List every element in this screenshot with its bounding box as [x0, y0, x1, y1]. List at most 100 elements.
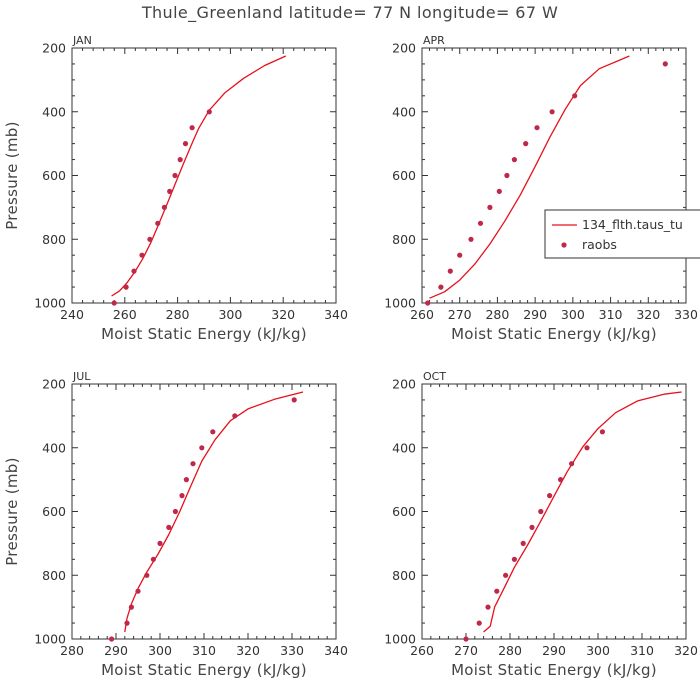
x-tick-label: 330: [674, 307, 698, 322]
x-tick-label: 300: [586, 643, 610, 658]
raobs-point: [504, 172, 510, 179]
raobs-point: [468, 236, 474, 242]
raobs-point: [206, 109, 212, 115]
x-tick-label: 280: [498, 643, 522, 658]
legend-obs-label: raobs: [582, 237, 617, 252]
y-tick-label: 600: [392, 168, 416, 183]
raobs-point: [511, 556, 517, 562]
x-tick-label: 300: [148, 643, 172, 658]
y-tick-label: 800: [392, 568, 416, 583]
y-tick-label: 200: [392, 377, 416, 392]
x-tick-label: 300: [218, 307, 242, 322]
raobs-point: [210, 429, 216, 435]
raobs-point: [128, 604, 134, 610]
legend-obs-marker: [561, 242, 567, 248]
y-tick-label: 800: [392, 232, 416, 247]
y-tick-label: 800: [42, 232, 66, 247]
x-axis-label: Moist Static Energy (kJ/kg): [101, 325, 307, 343]
y-tick-label: 600: [392, 504, 416, 519]
raobs-point: [135, 588, 141, 594]
raobs-point: [291, 397, 297, 403]
raobs-point: [131, 268, 137, 274]
raobs-point: [584, 445, 590, 451]
series-line-model: [124, 391, 304, 633]
raobs-point: [463, 636, 469, 642]
raobs-point: [157, 540, 163, 547]
raobs-point: [167, 188, 173, 194]
raobs-point: [520, 540, 526, 547]
raobs-point: [447, 268, 453, 274]
panel-title: JUL: [72, 370, 91, 383]
series-line-model: [483, 391, 682, 633]
raobs-point: [182, 141, 189, 147]
y-tick-label: 600: [42, 504, 66, 519]
raobs-point: [503, 572, 509, 578]
x-tick-label: 320: [636, 307, 660, 322]
x-tick-label: 260: [113, 307, 137, 322]
panel-title: JAN: [72, 34, 92, 47]
raobs-point: [232, 413, 238, 419]
x-tick-label: 280: [166, 307, 190, 322]
raobs-point: [534, 125, 540, 131]
raobs-point: [477, 220, 484, 226]
raobs-point: [147, 236, 153, 242]
raobs-point: [523, 141, 529, 147]
x-tick-label: 290: [523, 307, 547, 322]
y-tick-label: 200: [42, 377, 66, 392]
x-tick-label: 270: [448, 307, 472, 322]
raobs-point: [123, 284, 129, 290]
raobs-point: [487, 204, 493, 210]
x-tick-label: 310: [599, 307, 623, 322]
raobs-point: [161, 204, 167, 210]
raobs-point: [166, 524, 172, 531]
x-tick-label: 290: [542, 643, 566, 658]
raobs-point: [496, 188, 502, 194]
panel-jan: JAN 240 260 280 300 320 340 200 400 600 800 1000 Moi…: [3, 34, 348, 343]
raobs-point: [558, 477, 564, 483]
legend-model-label: 134_flth.taus_tu: [582, 217, 683, 232]
x-tick-label: 320: [674, 643, 698, 658]
y-tick-label: 400: [392, 440, 416, 455]
y-tick-label: 1000: [34, 296, 66, 311]
raobs-point: [494, 588, 500, 594]
x-tick-label: 340: [324, 307, 348, 322]
panel-title: OCT: [423, 370, 446, 383]
y-tick-label: 600: [42, 168, 66, 183]
raobs-point: [155, 220, 161, 226]
raobs-point: [183, 477, 189, 483]
y-tick-label: 400: [392, 104, 416, 119]
panel-jul: JUL 280 290 300 310 320 330 340 200 400 600 800 1000…: [3, 370, 348, 679]
raobs-point: [485, 604, 491, 610]
x-tick-label: 310: [630, 643, 654, 658]
x-tick-label: 290: [104, 643, 128, 658]
x-tick-label: 310: [192, 643, 216, 658]
raobs-point: [199, 445, 205, 451]
raobs-point: [457, 252, 463, 258]
x-axis-label: Moist Static Energy (kJ/kg): [101, 661, 307, 679]
x-tick-label: 320: [236, 643, 260, 658]
raobs-point: [662, 61, 668, 67]
legend-box: [544, 209, 700, 259]
raobs-point: [144, 572, 150, 578]
raobs-point: [529, 524, 535, 531]
x-tick-label: 280: [485, 307, 509, 322]
x-tick-label: 280: [60, 643, 84, 658]
raobs-point: [572, 93, 578, 99]
y-axis-label: Pressure (mb): [3, 121, 21, 230]
y-tick-label: 200: [42, 41, 66, 56]
raobs-point: [189, 125, 195, 131]
y-tick-label: 400: [42, 440, 66, 455]
panel-oct: OCT 260 270 280 290 300 310 320 200 400 600 800 1000…: [384, 370, 698, 679]
raobs-point: [172, 172, 178, 179]
y-tick-label: 1000: [34, 632, 66, 647]
y-tick-label: 1000: [384, 632, 416, 647]
y-axis-label: Pressure (mb): [3, 457, 21, 566]
raobs-point: [476, 620, 482, 626]
raobs-point: [179, 493, 185, 499]
series-line-model: [111, 55, 287, 297]
raobs-point: [425, 300, 431, 306]
raobs-point: [109, 636, 115, 642]
raobs-point: [549, 109, 555, 115]
raobs-point: [124, 620, 130, 626]
panel-apr: APR 260 270 280 290 300 310 320 330 200 400 600 800 1…: [384, 34, 698, 343]
